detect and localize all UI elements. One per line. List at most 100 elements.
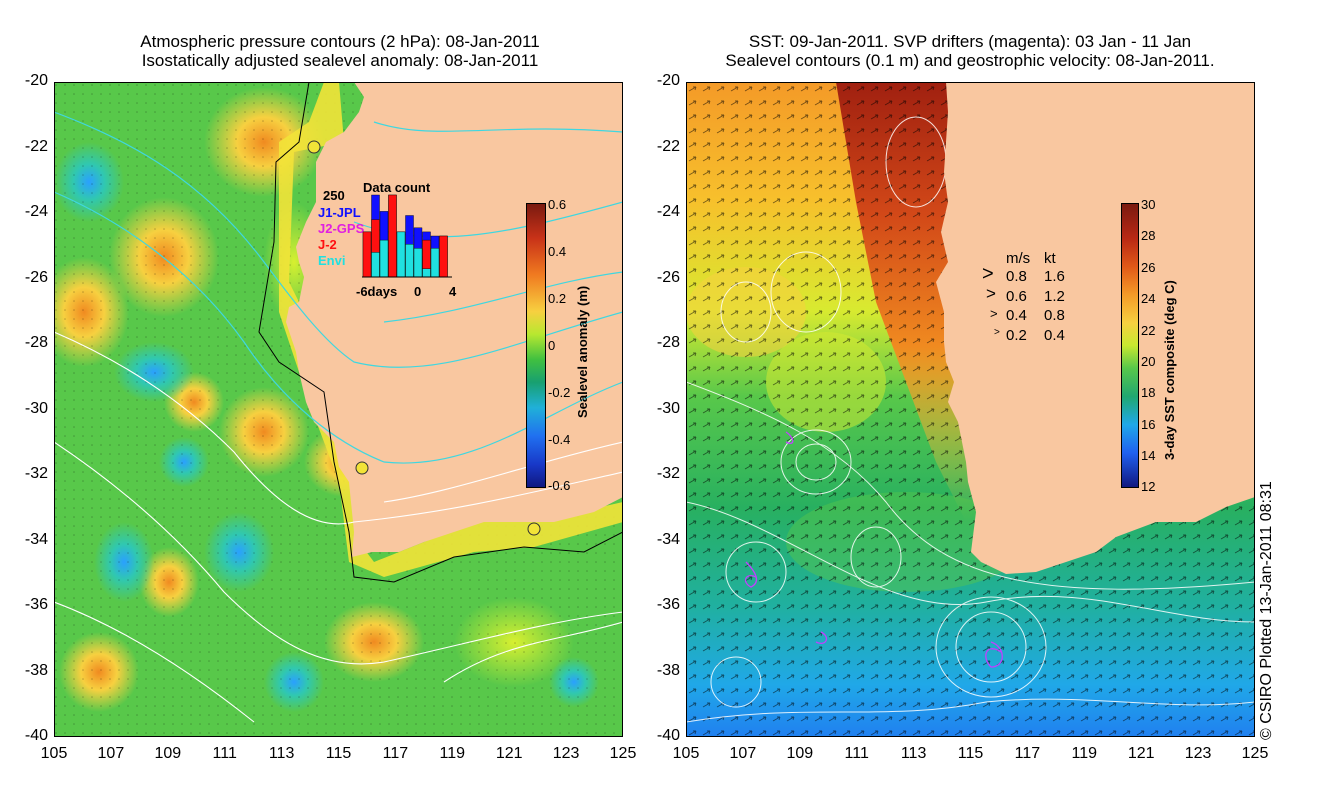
- lat-tick-label: -40: [656, 727, 680, 744]
- data-count-bar-envi: [379, 239, 389, 278]
- data-count-x-label: 0: [414, 284, 422, 299]
- left-colorbar-tick: -0.4: [548, 432, 571, 447]
- lon-tick-label: 111: [844, 745, 869, 762]
- velocity-arrow-icon: >: [982, 263, 994, 285]
- lon-tick-label: 111: [212, 745, 237, 762]
- svp-drifter-track: [785, 431, 794, 444]
- velocity-legend-ms: 0.8: [1006, 268, 1027, 285]
- data-count-bar-envi: [396, 231, 406, 278]
- right-colorbar-tick: 24: [1141, 291, 1156, 306]
- svp-drifter-track: [985, 641, 1003, 668]
- right-colorbar-tick: 20: [1141, 354, 1156, 369]
- lat-tick-label: -30: [656, 399, 680, 417]
- lon-tick-label: 119: [439, 745, 466, 762]
- data-count-bar-envi: [430, 248, 440, 278]
- lon-tick-label: 115: [325, 745, 352, 762]
- lat-tick-label: -34: [24, 530, 48, 548]
- lat-tick-label: -24: [656, 203, 680, 220]
- left-colorbar-tick: 0.4: [548, 244, 567, 259]
- mission-legend-item: Envi: [318, 253, 346, 268]
- lon-tick-label: 107: [97, 745, 125, 762]
- velocity-legend-ms: 0.4: [1006, 307, 1027, 324]
- left-colorbar-tick: -0.2: [548, 385, 571, 400]
- lat-tick-label: -36: [656, 596, 680, 613]
- lat-tick-label: -28: [24, 334, 48, 351]
- velocity-legend-ms: 0.6: [1006, 288, 1027, 305]
- lon-tick-label: 109: [786, 745, 814, 762]
- data-count-bar-j2: [388, 194, 397, 278]
- right-title-line1: SST: 09-Jan-2011. SVP drifters (magenta)…: [748, 32, 1192, 51]
- left-colorbar-tick: 0.2: [548, 291, 567, 306]
- data-count-bar-envi: [413, 248, 423, 278]
- lat-tick-label: -38: [24, 661, 48, 679]
- data-count-bar-j2: [439, 235, 448, 278]
- velocity-legend-kt: 0.4: [1044, 327, 1065, 344]
- data-count-title: Data count: [363, 180, 431, 195]
- shelf-break-line: [258, 82, 623, 583]
- left-colorbar-tick: 0: [548, 338, 556, 353]
- mission-legend-item: J2-GPS: [318, 221, 365, 236]
- left-colorbar-label: Sealevel anomaly (m): [575, 285, 590, 418]
- velocity-arrow-icon: >: [994, 327, 1000, 338]
- lon-tick-label: 121: [495, 745, 523, 762]
- data-count-x-label: -6days: [356, 284, 398, 299]
- mission-legend-item: J1-JPL: [318, 205, 361, 220]
- land-australia: [936, 82, 1255, 574]
- left-colorbar: [526, 203, 546, 488]
- lon-tick-label: 105: [672, 745, 700, 762]
- right-colorbar-label: 3-day SST composite (deg C): [1162, 280, 1177, 460]
- credit-text: © CSIRO Plotted 13-Jan-2011 08:31: [1258, 481, 1275, 740]
- velocity-legend-kt: 0.8: [1044, 307, 1065, 324]
- right-colorbar-tick: 28: [1141, 228, 1156, 243]
- lon-tick-label: 125: [609, 745, 637, 762]
- lat-tick-label: -28: [656, 334, 680, 351]
- lat-tick-label: -38: [656, 661, 680, 679]
- velocity-legend-kt: 1.6: [1044, 268, 1065, 285]
- velocity-legend-kt: 1.2: [1044, 288, 1065, 305]
- lat-tick-label: -36: [24, 596, 48, 613]
- lat-tick-label: -22: [24, 137, 48, 155]
- lon-tick-label: 115: [957, 745, 984, 762]
- data-count-bar-j2: [362, 231, 372, 278]
- velocity-arrow-icon: >: [986, 284, 996, 303]
- svp-drifter-track: [744, 561, 758, 588]
- velocity-legend-header-kt: kt: [1044, 250, 1056, 267]
- lat-tick-label: -24: [24, 203, 48, 220]
- lat-tick-label: -20: [24, 72, 48, 89]
- lon-tick-label: 105: [40, 745, 68, 762]
- lon-tick-label: 113: [268, 745, 295, 762]
- data-count-max: 250: [323, 188, 345, 203]
- left-colorbar-tick: 0.6: [548, 197, 567, 212]
- lat-tick-label: -40: [24, 727, 48, 744]
- lon-tick-label: 113: [900, 745, 927, 762]
- tide-gauge-marker: [355, 461, 369, 475]
- data-count-bar-envi: [371, 252, 380, 278]
- svp-drifter-track: [815, 631, 828, 644]
- right-colorbar-tick: 12: [1141, 479, 1156, 494]
- lon-tick-label: 117: [382, 745, 409, 762]
- right-map: [686, 82, 1255, 737]
- right-colorbar-tick: 26: [1141, 260, 1156, 275]
- velocity-arrow-icon: >: [990, 306, 998, 321]
- left-title-line2: Isostatically adjusted sealevel anomaly:…: [141, 51, 539, 70]
- lon-tick-label: 123: [1184, 745, 1212, 762]
- data-count-bar-envi: [422, 268, 431, 278]
- left-colorbar-tick: -0.6: [548, 478, 571, 493]
- lon-tick-label: 107: [729, 745, 757, 762]
- lon-tick-label: 119: [1071, 745, 1098, 762]
- velocity-legend-header-ms: m/s: [1006, 250, 1031, 267]
- right-colorbar-tick: 18: [1141, 385, 1156, 400]
- lat-tick-label: -32: [24, 465, 48, 482]
- tide-gauge-marker: [307, 140, 321, 154]
- data-count-chart: [362, 194, 452, 278]
- lon-tick-label: 121: [1127, 745, 1155, 762]
- shelf-strip: [279, 82, 623, 577]
- tide-gauge-marker: [527, 522, 541, 536]
- right-colorbar-tick: 30: [1141, 197, 1156, 212]
- velocity-legend-ms: 0.2: [1006, 327, 1027, 344]
- right-colorbar-tick: 22: [1141, 323, 1156, 338]
- data-count-x-label: 4: [449, 284, 457, 299]
- left-title-line1: Atmospheric pressure contours (2 hPa): 0…: [140, 32, 540, 51]
- right-colorbar-tick: 16: [1141, 417, 1156, 432]
- mission-legend-item: J-2: [318, 237, 337, 252]
